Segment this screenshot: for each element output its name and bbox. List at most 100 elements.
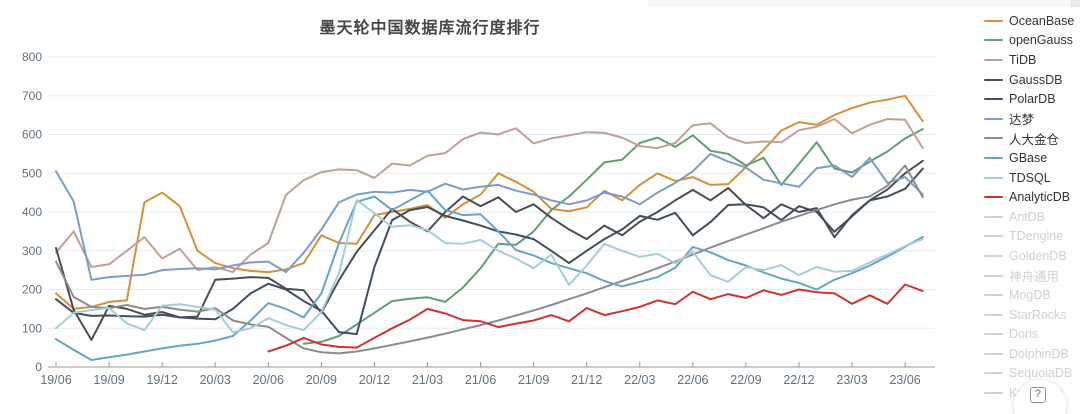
- series-line-人大金仓[interactable]: [55, 164, 924, 355]
- legend-item-openGauss[interactable]: openGauss: [984, 31, 1080, 51]
- chart-title: 墨天轮中国数据库流行度排行: [319, 20, 541, 37]
- legend-item-TDengine[interactable]: TDengine: [984, 227, 1080, 247]
- series-line-AnalyticDB[interactable]: [267, 283, 924, 353]
- legend-label: OceanBase: [1009, 13, 1075, 28]
- top-scrollbar-track[interactable]: [648, 0, 1080, 7]
- legend-item-GaussDB[interactable]: GaussDB: [984, 70, 1080, 90]
- legend-label: GBase: [1009, 150, 1048, 165]
- legend-swatch: [984, 98, 1003, 101]
- legend-item-OceanBase[interactable]: OceanBase: [984, 11, 1080, 31]
- chart-legend: OceanBase openGauss TiDB GaussDB PolarDB 达梦人大…: [984, 11, 1080, 403]
- legend-swatch: [984, 117, 1003, 120]
- y-axis-tick-label: 100: [22, 321, 42, 335]
- x-axis-tick-label: 22/03: [624, 373, 655, 387]
- legend-label: TDSQL: [1009, 170, 1051, 185]
- legend-swatch: [984, 39, 1003, 42]
- series-line-openGauss[interactable]: [302, 128, 924, 345]
- legend-label: DolphinDB: [1009, 346, 1069, 361]
- legend-label: StarRocks: [1009, 307, 1067, 322]
- y-axis-tick-label: 700: [22, 89, 42, 103]
- legend-label: TDengine: [1009, 229, 1064, 244]
- legend-item-人大金仓[interactable]: 人大金仓: [984, 129, 1080, 149]
- legend-swatch: [984, 137, 1003, 140]
- legend-label: MogDB: [1009, 288, 1051, 303]
- legend-label: PolarDB: [1009, 92, 1056, 107]
- legend-swatch: [984, 352, 1003, 355]
- x-axis-tick-label: 19/06: [40, 373, 71, 387]
- legend-item-Doris[interactable]: Doris: [984, 325, 1080, 345]
- legend-swatch: [984, 294, 1003, 297]
- x-axis-tick-label: 22/09: [730, 373, 761, 387]
- x-axis-tick-label: 21/09: [518, 373, 549, 387]
- legend-swatch: [984, 19, 1003, 22]
- y-axis-tick-label: 800: [22, 50, 42, 64]
- legend-label: 达梦: [1009, 113, 1035, 128]
- legend-item-AntDB[interactable]: AntDB: [984, 207, 1080, 227]
- top-scrollbar-corner: [1071, 0, 1080, 7]
- x-axis-tick-label: 22/06: [677, 373, 708, 387]
- y-axis-tick-label: 300: [22, 244, 42, 258]
- legend-swatch: [984, 78, 1003, 81]
- series-line-达梦[interactable]: [55, 152, 924, 281]
- legend-swatch: [984, 235, 1003, 238]
- series-line-TDSQL[interactable]: [55, 199, 924, 334]
- x-axis-tick-label: 19/12: [146, 373, 177, 387]
- legend-label: AnalyticDB: [1009, 190, 1071, 205]
- y-axis-tick-label: 200: [22, 283, 42, 297]
- legend-swatch: [984, 215, 1003, 218]
- legend-swatch: [984, 372, 1003, 375]
- legend-swatch: [984, 58, 1003, 61]
- legend-swatch: [984, 156, 1003, 159]
- legend-swatch: [984, 333, 1003, 336]
- legend-label: TiDB: [1009, 52, 1037, 67]
- x-axis-tick-label: 23/06: [889, 373, 920, 387]
- help-icon[interactable]: ?: [1030, 387, 1046, 403]
- x-axis-tick-label: 20/12: [359, 373, 390, 387]
- legend-swatch: [984, 176, 1003, 179]
- legend-item-GoldenDB[interactable]: GoldenDB: [984, 246, 1080, 266]
- legend-item-TiDB[interactable]: TiDB: [984, 50, 1080, 70]
- legend-item-GBase[interactable]: GBase: [984, 148, 1080, 168]
- y-axis-tick-label: 500: [22, 166, 42, 180]
- legend-swatch: [984, 254, 1003, 257]
- legend-item-TDSQL[interactable]: TDSQL: [984, 168, 1080, 188]
- series-line-TiDB[interactable]: [55, 118, 924, 274]
- legend-item-AnalyticDB[interactable]: AnalyticDB: [984, 187, 1080, 207]
- legend-swatch: [984, 196, 1003, 199]
- legend-label: openGauss: [1009, 33, 1073, 48]
- y-axis-tick-label: 600: [22, 128, 42, 142]
- legend-label: 人大金仓: [1009, 132, 1060, 147]
- x-axis-tick-label: 21/03: [412, 373, 443, 387]
- y-axis-tick-label: 400: [22, 205, 42, 219]
- x-axis-tick-label: 19/09: [93, 373, 124, 387]
- x-axis-tick-label: 20/09: [306, 373, 337, 387]
- x-axis-tick-label: 20/06: [253, 373, 284, 387]
- legend-label: AntDB: [1009, 209, 1046, 224]
- x-axis-tick-label: 20/03: [200, 373, 231, 387]
- legend-item-StarRocks[interactable]: StarRocks: [984, 305, 1080, 325]
- legend-label: Doris: [1009, 327, 1039, 342]
- legend-swatch: [984, 392, 1003, 395]
- legend-label: SequoiaDB: [1009, 366, 1073, 381]
- legend-label: GoldenDB: [1009, 248, 1067, 263]
- y-axis-tick-label: 0: [35, 360, 42, 374]
- legend-swatch: [984, 313, 1003, 316]
- series-line-OceanBase[interactable]: [55, 94, 924, 310]
- legend-item-DolphinDB[interactable]: DolphinDB: [984, 344, 1080, 364]
- x-axis-tick-label: 22/12: [783, 373, 814, 387]
- legend-item-达梦[interactable]: 达梦: [984, 109, 1080, 129]
- series-line-GBase[interactable]: [55, 189, 924, 361]
- x-axis-tick-label: 23/03: [836, 373, 867, 387]
- legend-item-MogDB[interactable]: MogDB: [984, 285, 1080, 305]
- legend-item-神舟通用[interactable]: 神舟通用: [984, 266, 1080, 286]
- legend-item-SequoiaDB[interactable]: SequoiaDB: [984, 364, 1080, 384]
- legend-label: 神舟通用: [1009, 270, 1060, 285]
- x-axis-tick-label: 21/06: [465, 373, 496, 387]
- x-axis-tick-label: 21/12: [571, 373, 602, 387]
- legend-label: GaussDB: [1009, 72, 1063, 87]
- legend-item-PolarDB[interactable]: PolarDB: [984, 89, 1080, 109]
- series-line-PolarDB[interactable]: [55, 167, 924, 336]
- legend-swatch: [984, 274, 1003, 277]
